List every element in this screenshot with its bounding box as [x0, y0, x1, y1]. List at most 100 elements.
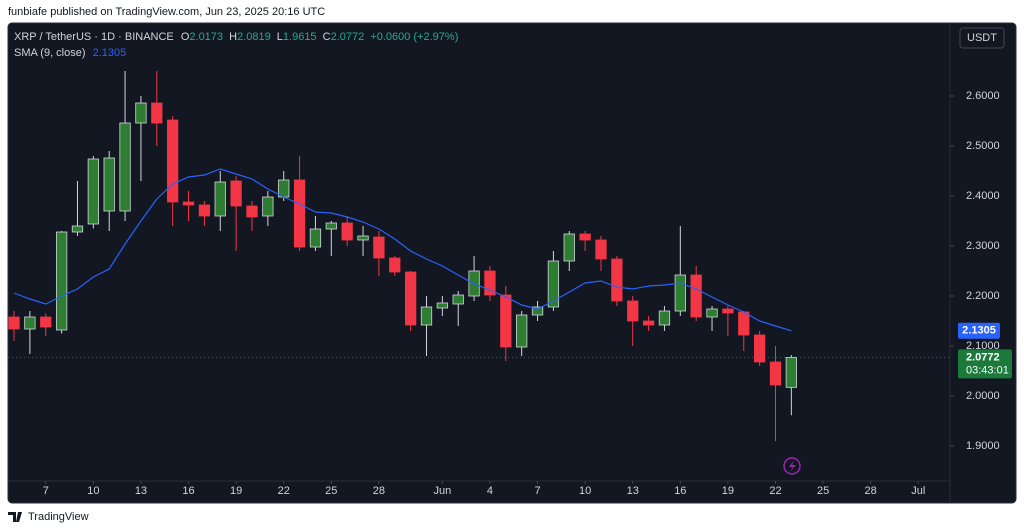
candle-body: [151, 102, 163, 124]
x-tick-label: 10: [579, 485, 591, 497]
candle-body: [71, 225, 84, 233]
sma-line: [13, 168, 792, 332]
last-price-box: [958, 349, 1012, 379]
candle-body: [611, 258, 623, 302]
candle-body: [722, 308, 734, 314]
event-icon[interactable]: [783, 457, 801, 475]
x-tick-label: 7: [43, 485, 49, 497]
sma-price-box: [958, 322, 1000, 339]
y-tick-label: 2.4000: [966, 190, 1000, 202]
candle-body: [420, 306, 433, 326]
candle-body: [8, 316, 20, 330]
legend-ohlc: XRP / TetherUS · 1D · BINANCE O2.0173 H2…: [14, 31, 458, 43]
candle-body: [341, 222, 353, 241]
y-tick-label: 2.0000: [966, 390, 1000, 402]
candle-body: [690, 274, 702, 318]
candle-body: [309, 228, 322, 248]
candle-body: [785, 356, 797, 388]
candle-body: [103, 157, 115, 212]
event-bolt: [789, 460, 796, 472]
countdown-label: 03:43:01: [966, 364, 1009, 376]
candle-body: [706, 308, 718, 318]
last-price-label: 2.0772: [966, 351, 1000, 363]
candle-body: [135, 102, 147, 124]
y-tick-label: 2.1000: [966, 340, 1000, 352]
legend-key: O: [181, 31, 190, 43]
x-tick-label: Jun: [433, 485, 451, 497]
candle-body: [230, 180, 242, 207]
candle-body: [753, 334, 766, 363]
x-tick-label: 16: [674, 485, 686, 497]
currency[interactable]: USDT: [967, 32, 997, 44]
x-tick-label: 16: [182, 485, 194, 497]
y-tick-label: 2.6000: [966, 90, 1000, 102]
legend-sma: SMA (9, close) 2.1305: [14, 47, 126, 59]
legend-high: 2.0819: [237, 31, 271, 43]
candle-body: [484, 270, 496, 296]
candle-body: [262, 196, 274, 217]
candle-body: [55, 231, 68, 331]
y-tick-label: 2.3000: [966, 240, 1000, 252]
candle-body: [119, 122, 131, 212]
legend-key: C: [323, 31, 331, 43]
legend-key: H: [229, 31, 237, 43]
candle-body: [167, 119, 179, 203]
y-tick-label: 1.9000: [966, 440, 1000, 452]
footer-logo: TradingView: [8, 511, 89, 523]
y-tick-label: 2.5000: [966, 140, 1000, 152]
candle-body: [642, 320, 655, 326]
candle-body: [293, 179, 306, 248]
x-tick-label: 7: [534, 485, 540, 497]
legend-close: 2.0772: [331, 31, 365, 43]
x-tick-label: 28: [865, 485, 877, 497]
candle-body: [87, 158, 99, 225]
candle-body: [278, 179, 290, 198]
candle-body: [563, 233, 575, 262]
sma-name: SMA (9, close): [14, 47, 86, 59]
x-tick-label: 28: [373, 485, 385, 497]
candle-body: [595, 239, 607, 260]
candle-body: [357, 235, 369, 241]
candle-body: [214, 181, 226, 217]
logo-mark: [8, 512, 22, 522]
legend-low: 1.9615: [283, 31, 317, 43]
legend-change: +0.0600 (+2.97%): [370, 31, 458, 43]
candle-body: [531, 306, 544, 316]
candle-body: [769, 361, 782, 386]
sma-price-label: 2.1305: [962, 325, 996, 337]
candles: [8, 71, 797, 441]
x-tick-label: 10: [87, 485, 99, 497]
x-tick-label: 25: [325, 485, 337, 497]
candle-body: [40, 316, 52, 328]
candle-body: [24, 316, 36, 330]
y-tick-label: 2.2000: [966, 290, 1000, 302]
candle-body: [404, 271, 417, 326]
candle-body: [516, 314, 528, 348]
candle-body: [674, 274, 686, 312]
x-tick-label: 19: [230, 485, 242, 497]
x-tick-label: 13: [627, 485, 639, 497]
candle-body: [658, 310, 671, 326]
candle-body: [246, 205, 258, 218]
legend-open: 2.0173: [189, 31, 223, 43]
sma-value: 2.1305: [93, 47, 127, 59]
chart-panel: [7, 22, 1017, 504]
currency-button[interactable]: [959, 27, 1005, 49]
x-tick-label: 25: [817, 485, 829, 497]
candle-body: [627, 300, 639, 322]
candle-body: [198, 204, 211, 217]
x-tick-label: 13: [135, 485, 147, 497]
x-tick-label: 4: [487, 485, 493, 497]
candle-body: [738, 311, 750, 336]
x-tick-label: 22: [278, 485, 290, 497]
candle-body: [373, 236, 385, 259]
x-tick-label: 22: [769, 485, 781, 497]
candle-body: [452, 294, 464, 305]
candle-body: [325, 222, 337, 230]
candle-body: [579, 233, 591, 241]
symbol: XRP / TetherUS · 1D · BINANCE: [14, 31, 174, 43]
candle-body: [436, 302, 448, 309]
publish-note: funbiafe published on TradingView.com, J…: [8, 6, 325, 18]
